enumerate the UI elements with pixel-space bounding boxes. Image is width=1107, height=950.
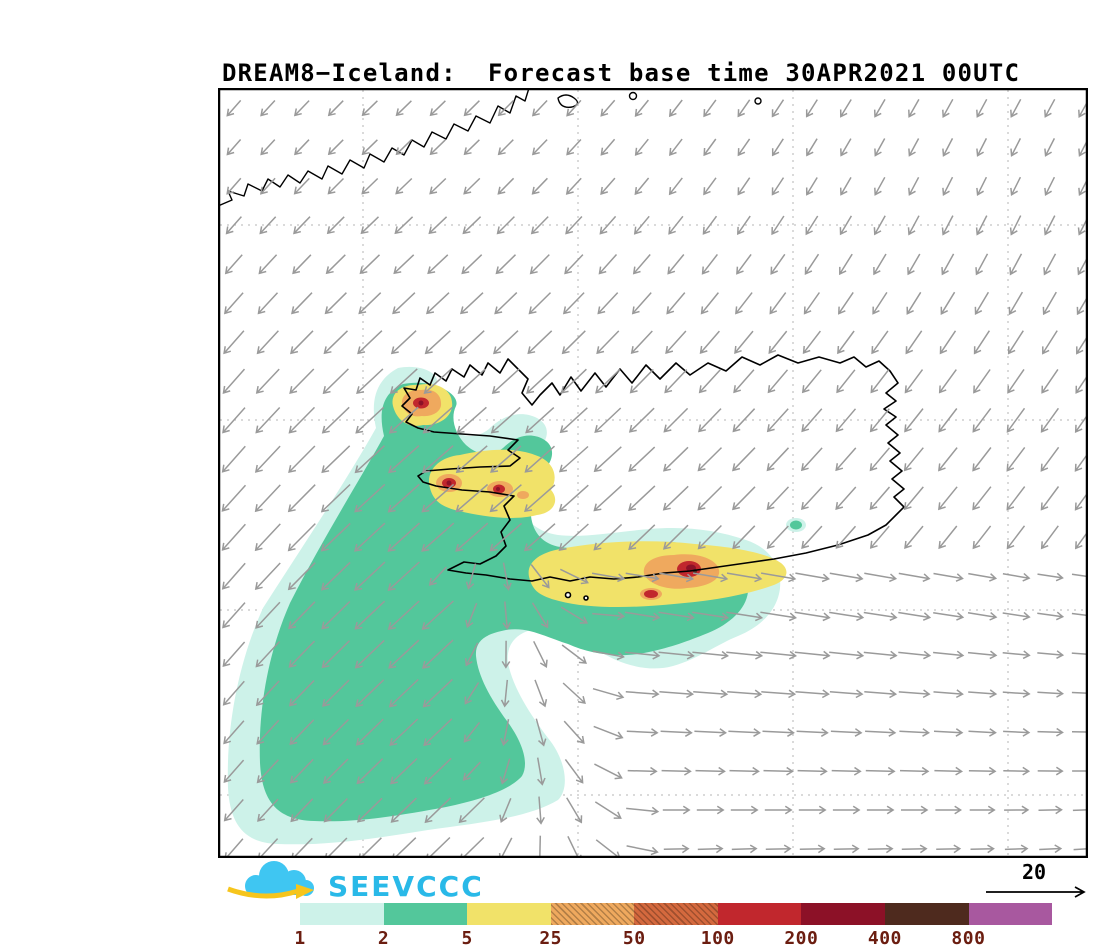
wind-reference-arrow	[986, 886, 1086, 898]
wind-arrows-layer	[221, 98, 1086, 856]
lightning-arrow-icon	[227, 886, 299, 899]
colorbar-label-400: 400	[867, 928, 902, 949]
colorbar-segment-2	[383, 903, 468, 925]
seevccc-logo: SEEVCCC	[222, 858, 622, 910]
colorbar	[300, 903, 1053, 925]
colorbar-label-25: 25	[539, 928, 562, 949]
colorbar-segment-5	[467, 903, 551, 925]
wind-reference-value: 20	[1022, 862, 1046, 884]
colorbar-label-800: 800	[951, 928, 986, 949]
colorbar-segment-1	[300, 903, 384, 925]
map-canvas	[217, 87, 1089, 859]
greenland-coastline	[217, 87, 762, 207]
colorbar-label-1: 1	[294, 928, 306, 949]
wind-reference-scale: 20	[980, 860, 1092, 906]
colorbar-segment-100	[717, 903, 802, 925]
cloud-icon	[227, 861, 314, 899]
dust-plume-level-2	[259, 382, 802, 822]
colorbar-label-100: 100	[700, 928, 735, 949]
logo-text: SEEVCCC	[328, 870, 484, 903]
iceland-coastline	[401, 354, 905, 601]
forecast-map	[217, 87, 1089, 859]
colorbar-label-5: 5	[461, 928, 473, 949]
colorbar-label-2: 2	[377, 928, 390, 949]
colorbar-segment-800	[968, 903, 1053, 925]
colorbar-label-200: 200	[784, 928, 819, 949]
colorbar-segment-50	[634, 903, 718, 925]
colorbar-segment-25	[550, 903, 635, 925]
colorbar-labels: 1 2 5 25 50 100 200 400 800	[294, 928, 1052, 950]
colorbar-segment-200	[801, 903, 885, 925]
graticule	[220, 90, 1086, 856]
wind-arrows	[221, 98, 1086, 856]
title-line-1: DREAM8−Iceland: Forecast base time 30APR…	[222, 59, 1021, 87]
map-border	[217, 87, 1089, 859]
colorbar-segment-400	[884, 903, 969, 925]
colorbar-label-50: 50	[622, 928, 646, 949]
